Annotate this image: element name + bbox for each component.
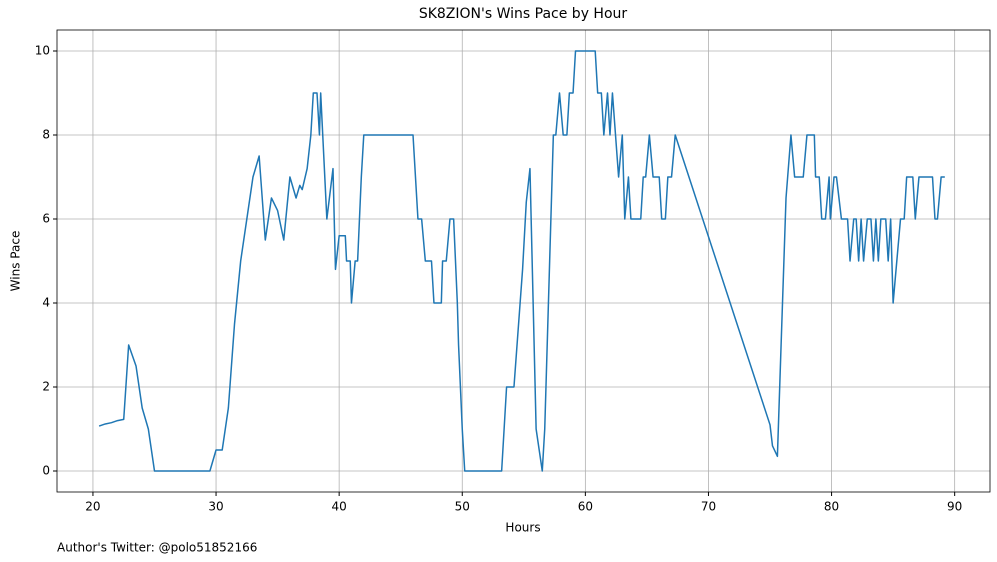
x-tick-label: 30 bbox=[208, 500, 223, 514]
y-tick-label: 2 bbox=[42, 380, 50, 394]
plot-frame bbox=[56, 29, 991, 493]
x-axis-label: Hours bbox=[505, 521, 540, 535]
y-tick-label: 6 bbox=[42, 212, 50, 226]
data-line bbox=[98, 50, 945, 472]
x-tick-label: 40 bbox=[332, 500, 347, 514]
x-tick-label: 60 bbox=[578, 500, 593, 514]
y-tick-label: 4 bbox=[42, 296, 50, 310]
footnote: Author's Twitter: @polo51852166 bbox=[57, 541, 257, 555]
x-tick-label: 20 bbox=[85, 500, 100, 514]
x-tick-label: 50 bbox=[455, 500, 470, 514]
y-axis-label: Wins Pace bbox=[9, 231, 23, 292]
x-tick-label: 80 bbox=[824, 500, 839, 514]
x-tick-label: 90 bbox=[947, 500, 962, 514]
y-tick-label: 0 bbox=[42, 464, 50, 478]
y-tick-label: 10 bbox=[35, 44, 50, 58]
chart-title: SK8ZION's Wins Pace by Hour bbox=[419, 6, 628, 22]
y-tick-label: 8 bbox=[42, 128, 50, 142]
x-tick-label: 70 bbox=[701, 500, 716, 514]
